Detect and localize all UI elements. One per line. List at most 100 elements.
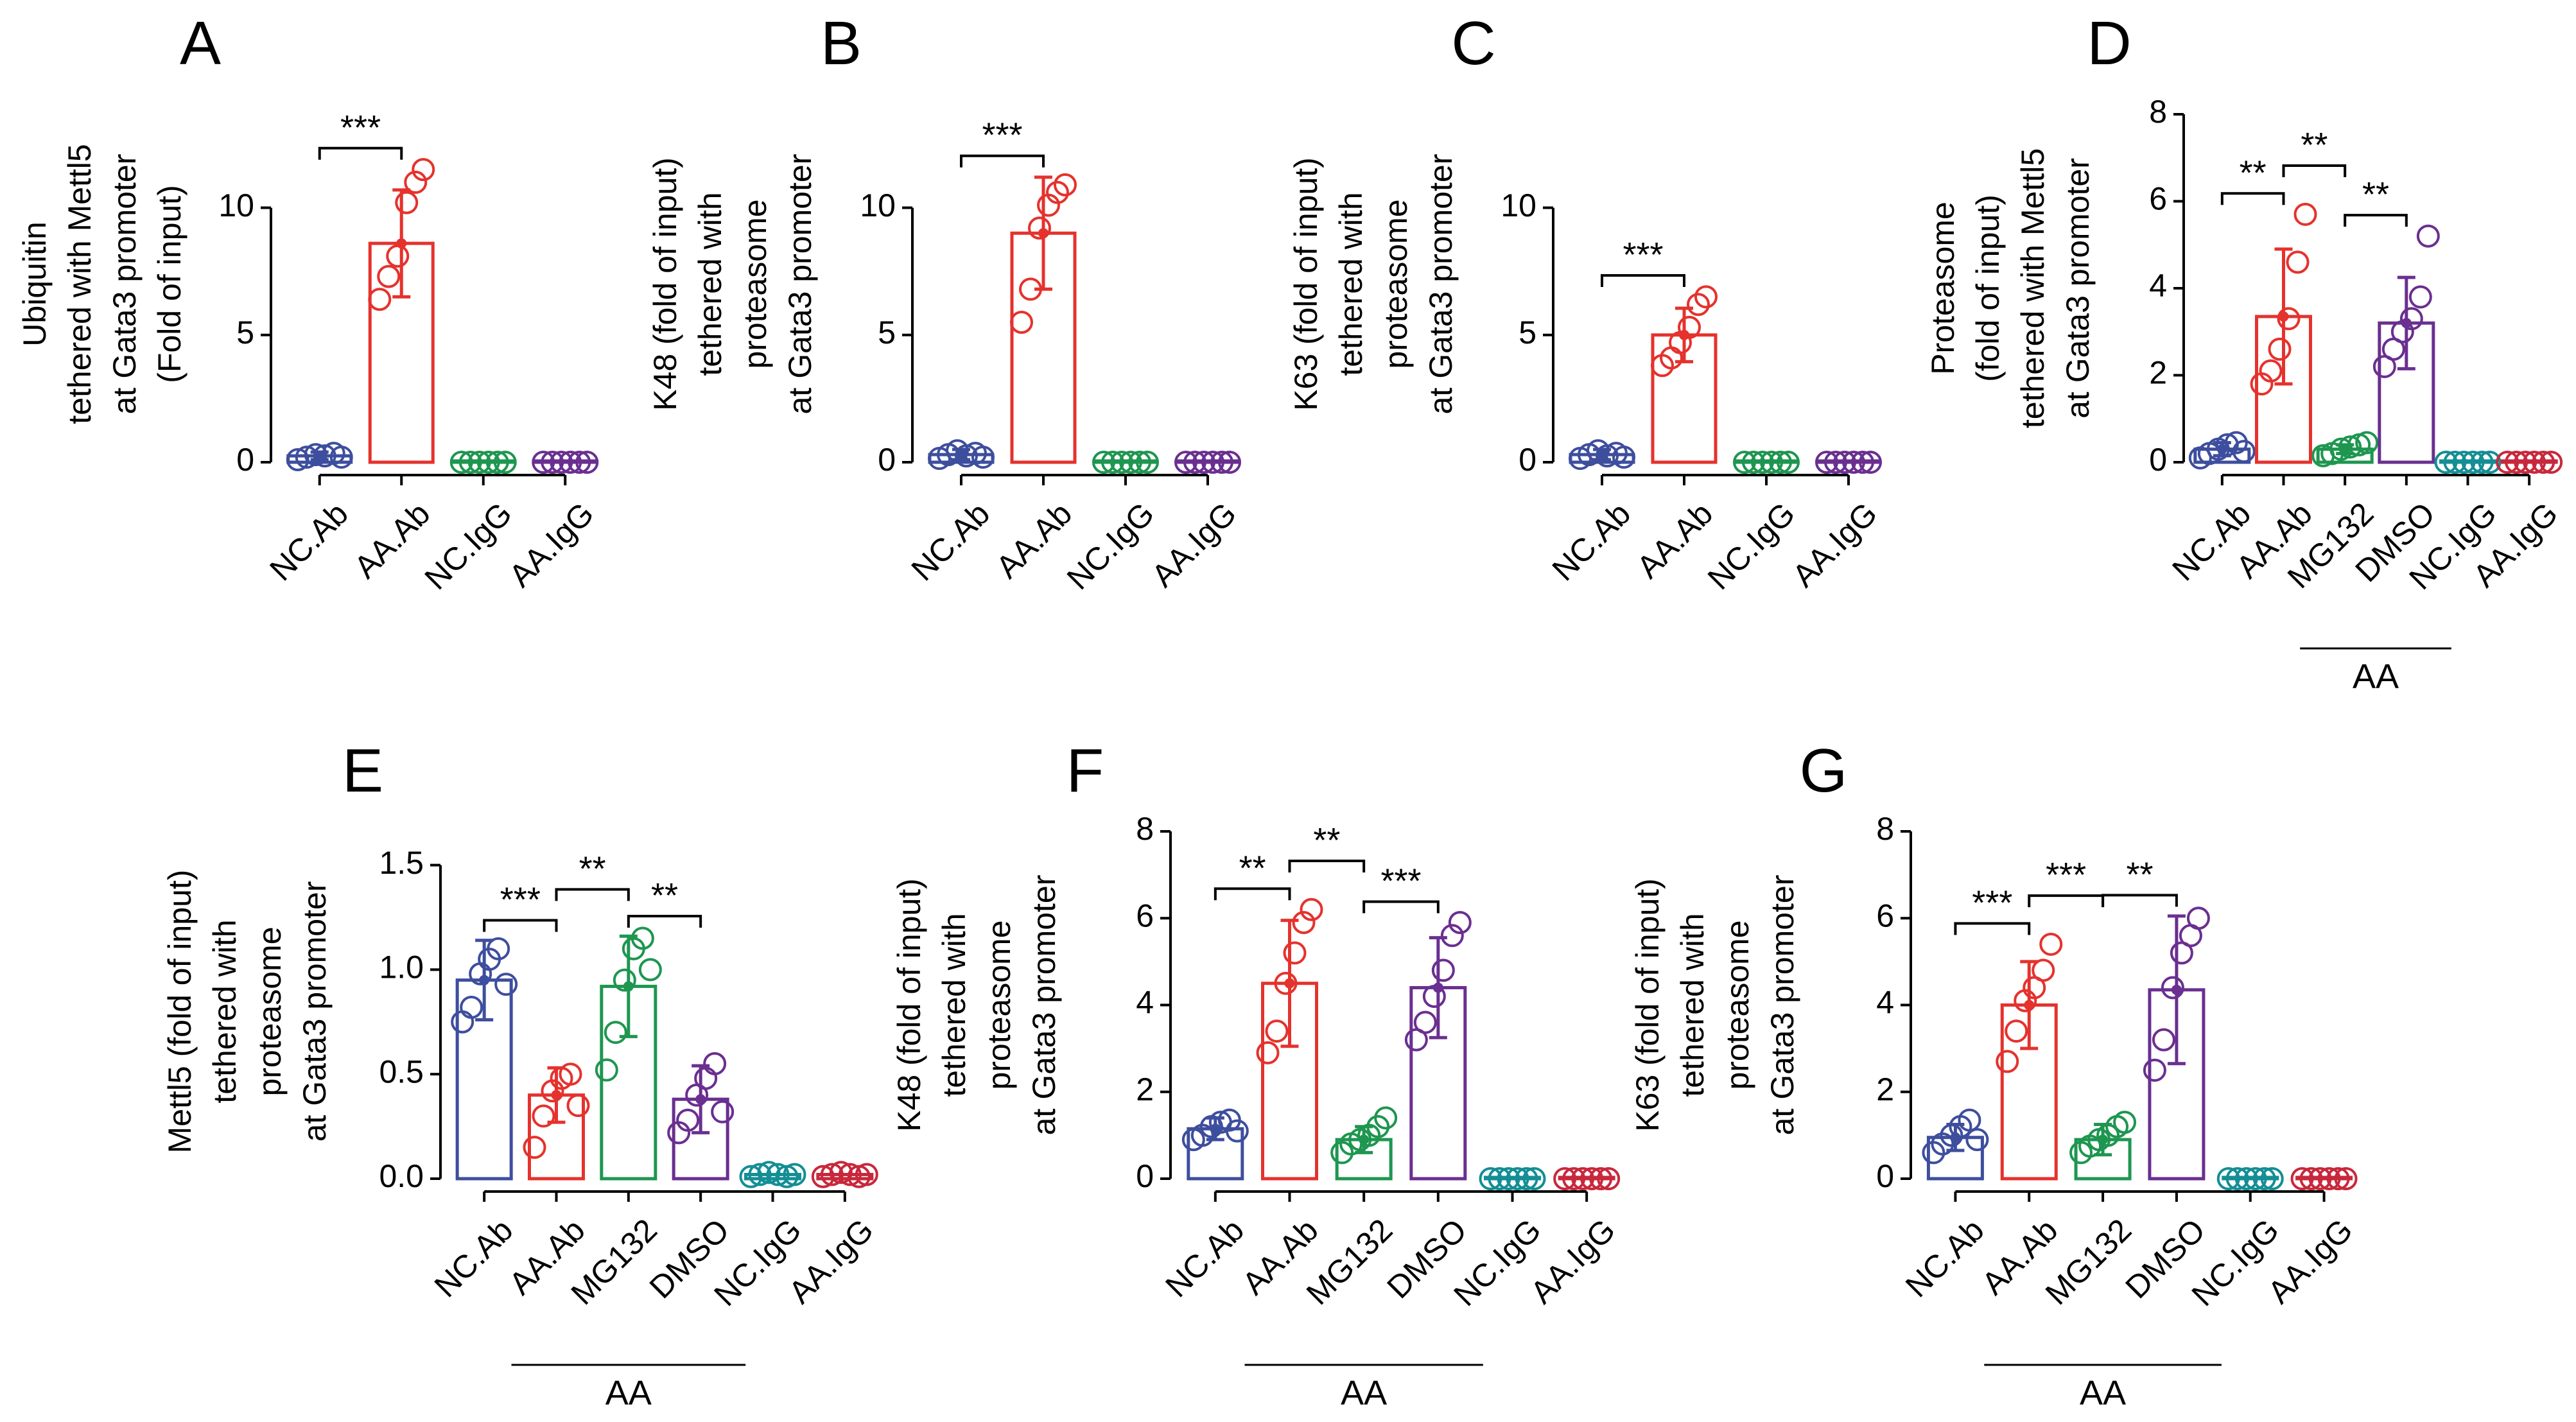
panel-B-data-point	[1019, 277, 1042, 301]
panel-F-sig-bracket	[1288, 859, 1366, 872]
panel-E-data-point	[460, 995, 483, 1019]
panel-E-bar	[816, 1172, 874, 1181]
panel-B-data-point	[1136, 451, 1159, 474]
panel-A-data-point	[412, 158, 435, 182]
panel-E-ytick-label: 1.5	[379, 845, 424, 881]
panel-F-data-point	[1413, 1010, 1437, 1034]
panel-E-data-point	[613, 968, 636, 992]
panel-C-data-point	[1751, 451, 1774, 474]
panel-C-data-point	[1777, 451, 1800, 474]
panel-D-data-point	[2329, 437, 2353, 461]
panel-A-data-point	[458, 451, 482, 474]
panel-D-data-point	[2338, 435, 2362, 459]
panel-F-data-point	[1431, 958, 1455, 982]
panel-D-sig-bracket	[2344, 214, 2408, 227]
panel-D-sig-label: **	[2301, 126, 2328, 164]
panel-G-data-point	[2234, 1167, 2258, 1190]
panel-F-data-point	[1440, 924, 1464, 948]
panel-E-bar	[744, 1172, 801, 1181]
panel-B-data-point	[1201, 451, 1224, 474]
panel-G-sig-bracket	[2102, 894, 2178, 907]
panel-E-sig-bracket	[555, 888, 630, 901]
panel-D-ytick-label: 6	[2149, 181, 2167, 217]
panel-F-bar	[1484, 1175, 1541, 1181]
panel-G-group-label: AA	[2080, 1374, 2126, 1412]
panel-B-data-point	[1218, 451, 1241, 474]
panel-D: D Proteasome (fold of input) tethered with …	[1925, 9, 2564, 696]
panel-D-ytick-label: 0	[2149, 442, 2167, 478]
panel-D-ytick-label: 2	[2149, 355, 2167, 391]
panel-F: F K48 (fold of input) tethered with proteas…	[891, 736, 1622, 1412]
panel-F-sig-label: **	[1313, 821, 1340, 860]
panel-G-data-point	[2039, 932, 2063, 956]
panel-A-sig-label: ***	[340, 108, 381, 147]
panel-E-data-point	[595, 1058, 618, 1082]
panel-E-letter: E	[342, 736, 383, 805]
panel-F-data-point	[1488, 1167, 1511, 1190]
panel-B-sig-bracket	[960, 154, 1045, 168]
panel-E-sig-bracket	[483, 919, 558, 932]
panel-D-sig-bracket	[2282, 164, 2347, 177]
panel-E-data-point	[566, 1094, 590, 1118]
panel-C-sig-bracket	[1601, 274, 1685, 288]
panel-A-xtick-label: AA.IgG	[502, 496, 601, 594]
panel-A-ytick-label: 0	[236, 442, 254, 478]
panel-A-data-point	[568, 451, 591, 474]
panel-E-data-point	[559, 1062, 582, 1086]
panel-B-xtick-label: AA.IgG	[1145, 496, 1244, 594]
panel-B-xtick-label: NC.Ab	[905, 496, 997, 588]
panel-C-ytick-label: 0	[1519, 442, 1536, 478]
panel-F-data-point	[1597, 1167, 1621, 1190]
panel-F-data-point	[1256, 1041, 1280, 1064]
panel-F-data-point	[1571, 1167, 1595, 1190]
panel-D-data-point	[2277, 307, 2301, 331]
panel-B-ylabel-line: proteasome	[737, 199, 773, 369]
panel-C-data-point	[1769, 451, 1792, 474]
panel-F-ytick-label: 0	[1136, 1158, 1154, 1194]
panel-F-ytick-label: 4	[1136, 985, 1154, 1021]
panel-E-ylabel-line: at Gata3 promoter	[297, 881, 333, 1142]
panel-G-ylabel-line: at Gata3 promoter	[1764, 875, 1800, 1136]
panel-G-data-point	[2005, 1019, 2028, 1043]
panel-E-sig-label: **	[579, 849, 606, 888]
panel-D-ylabel-line: tethered with Mettl5	[2015, 148, 2051, 428]
panel-F-data-point	[1580, 1167, 1604, 1190]
panel-G-sig-label: **	[2126, 855, 2153, 894]
panel-G-data-point	[2290, 1167, 2314, 1190]
panel-D-letter: D	[2087, 9, 2131, 78]
panel-D-data-point	[2399, 307, 2423, 331]
panel-E-xtick-label: NC.Ab	[428, 1212, 520, 1305]
panel-F-data-point	[1265, 1019, 1289, 1043]
panel-F-data-point	[1300, 897, 1323, 921]
panel-G-data-point	[2032, 958, 2055, 982]
panel-A-data-point	[575, 451, 599, 474]
panel-G-ytick-label: 8	[1876, 811, 1894, 847]
panel-A-data-point	[493, 451, 517, 474]
panel-E-ylabel-line: tethered with	[207, 919, 243, 1103]
panel-A-ytick-label: 10	[218, 187, 254, 223]
panel-D-data-point	[2514, 451, 2537, 474]
panel-F-ytick-label: 6	[1136, 897, 1154, 933]
panel-C-data-point	[1742, 451, 1765, 474]
panel-E-data-point	[523, 1136, 546, 1159]
panel-F-data-point	[1515, 1167, 1538, 1190]
panel-F-letter: F	[1066, 736, 1104, 805]
panel-D-data-point	[2478, 451, 2502, 474]
panel-B-ylabel-line: K48 (fold of input)	[647, 157, 683, 411]
panel-C-data-point	[1760, 451, 1783, 474]
panel-A-xtick-label: NC.Ab	[263, 496, 355, 588]
panel-C-data-point	[1833, 451, 1856, 474]
panel-D-data-point	[2532, 451, 2555, 474]
panel-E-data-point	[532, 1104, 555, 1128]
panel-D-sig-label: **	[2240, 153, 2267, 192]
panel-C-data-point	[1687, 293, 1710, 316]
panel-F-data-point	[1589, 1167, 1613, 1190]
panel-G-data-point	[2216, 1167, 2240, 1190]
panel-B-xtick-label: NC.IgG	[1060, 496, 1161, 596]
panel-B: B K48 (fold of input) tethered with proteas…	[647, 9, 1243, 596]
panel-G-xtick-label: NC.Ab	[1899, 1212, 1991, 1305]
panel-C-data-point	[1678, 315, 1701, 339]
panel-A-ytick-label: 5	[236, 315, 254, 351]
panel-G-data-point	[2317, 1167, 2341, 1190]
panel-B-ylabel-line: at Gata3 promoter	[782, 154, 818, 415]
